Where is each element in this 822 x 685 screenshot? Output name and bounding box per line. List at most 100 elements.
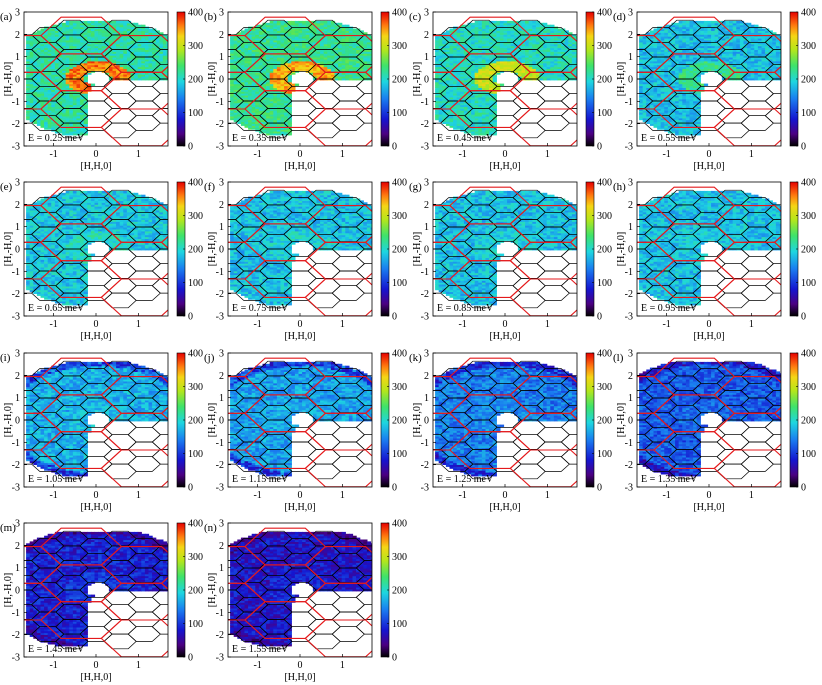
heatmap-cell [535,74,541,77]
heatmap-cell [323,49,328,52]
heatmap-cell [535,55,541,58]
heatmap-cell [83,95,88,98]
heatmap-cell [287,117,292,121]
heatmap-cell [456,55,461,58]
heatmap-cell [489,93,494,96]
heatmap-cell [449,119,454,123]
heatmap-cell [499,43,505,47]
heatmap-cell [463,45,469,49]
heatmap-cell [62,85,67,88]
heatmap-cell [240,83,246,87]
heatmap-cell [507,64,512,68]
heatmap-cell [36,106,42,109]
heatmap-cell [244,125,249,128]
heatmap-cell [294,36,300,39]
heatmap-cell [463,108,469,111]
heatmap-cell [240,70,246,73]
heatmap-cell [305,41,310,45]
heatmap-cell [471,127,476,130]
heatmap-cell [280,58,285,62]
heatmap-cell [105,24,110,28]
heatmap-cell [72,102,78,106]
heatmap-cell [26,64,31,68]
heatmap-cell [334,62,339,66]
y-tick-label: 3 [15,8,20,19]
heatmap-cell [251,72,256,75]
heatmap-cell [36,68,42,71]
heatmap-cell [248,83,253,87]
heatmap-cell [266,26,271,30]
heatmap-cell [467,34,472,37]
heatmap-cell [134,66,139,69]
heatmap-cell [338,53,343,56]
heatmap-cell [116,22,121,26]
heatmap-cell [557,39,562,43]
heatmap-cell [557,64,562,68]
heatmap-cell [442,85,447,88]
heatmap-cell [273,76,278,79]
heatmap-cell [442,72,447,75]
heatmap-cell [130,41,135,45]
heatmap-cell [159,74,164,77]
heatmap-cell [287,104,292,107]
heatmap-cell [345,49,350,52]
heatmap-cell [90,34,96,37]
heatmap-cell [525,24,530,28]
heatmap-cell [26,79,31,83]
heatmap-cell [119,28,124,31]
heatmap-cell [130,24,135,28]
heatmap-cell [338,45,343,49]
heatmap-cell [345,45,350,49]
heatmap-cell [571,43,577,47]
heatmap-cell [539,51,544,54]
heatmap-cell [44,87,49,90]
heatmap-cell [237,43,242,47]
heatmap-cell [489,98,494,102]
heatmap-cell [528,57,533,60]
heatmap-cell [230,117,235,121]
heatmap-cell [166,55,168,58]
heatmap-cell [481,58,487,62]
heatmap-cell [141,62,146,66]
heatmap-cell [453,123,458,126]
heatmap-cell [568,66,573,69]
heatmap-cell [302,43,307,47]
heatmap-cell [280,123,285,126]
heatmap-cell [76,117,81,121]
heatmap-cell [460,95,465,98]
heatmap-cell [244,123,249,126]
heatmap-cell [471,22,476,26]
heatmap-cell [240,49,246,52]
heatmap-cell [492,26,497,30]
heatmap-cell [65,24,70,28]
heatmap-cell [108,26,114,30]
heatmap-cell [69,79,74,83]
heatmap-cell [51,47,56,50]
heatmap-cell [44,89,49,92]
heatmap-cell [44,127,49,130]
heatmap-cell [244,60,249,64]
heatmap-cell [356,55,361,58]
heatmap-cell [248,36,253,39]
heatmap-cell [532,24,537,28]
heatmap-cell [76,123,81,126]
heatmap-cell [532,72,537,75]
heatmap-cell [453,41,458,45]
heatmap-cell [435,47,440,50]
heatmap-cell [287,115,292,119]
heatmap-cell [485,102,490,106]
heatmap-cell [334,32,339,35]
heatmap-cell [478,95,483,98]
heatmap-cell [366,45,372,49]
heatmap-cell [284,95,289,98]
heatmap-cell [269,117,274,121]
heatmap-cell [320,66,325,69]
heatmap-cell [557,28,562,31]
heatmap-cell [40,55,45,58]
heatmap-cell [266,70,271,73]
heatmap-cell [266,38,271,41]
heatmap-cell [116,53,121,56]
heatmap-cell [463,72,469,75]
heatmap-cell [126,22,132,26]
heatmap-cell [244,51,249,54]
